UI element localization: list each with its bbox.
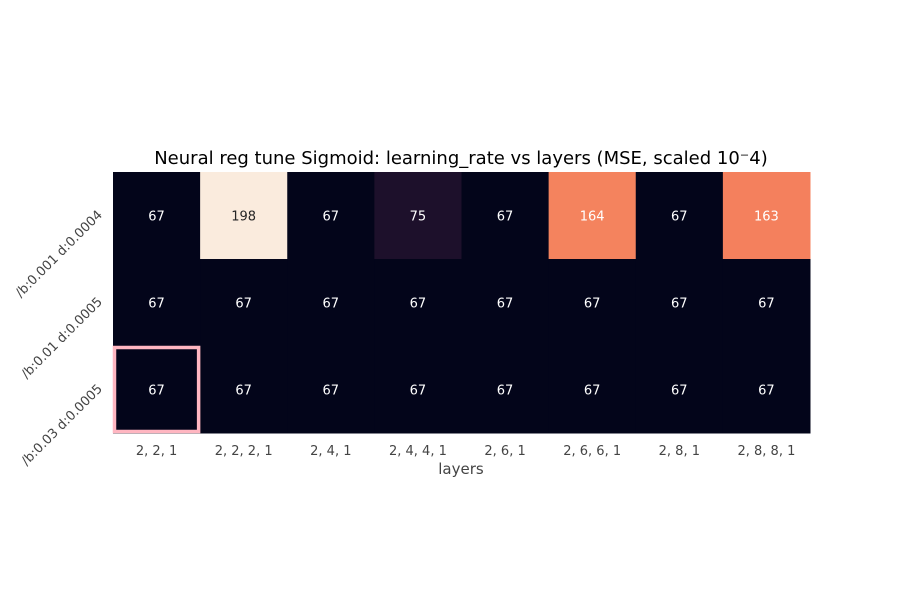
heatmap-cell <box>548 172 637 260</box>
cell-value-label: 198 <box>231 210 256 225</box>
cell-value-label: 67 <box>584 384 601 399</box>
x-tick-label: 2, 2, 2, 1 <box>215 444 273 459</box>
heatmap-cell <box>200 172 288 260</box>
y-tick-labels: /b:0.001 d:0.0004/b:0.01 d:0.0005/b:0.03… <box>13 208 106 469</box>
heatmap-cell <box>722 172 811 260</box>
heatmap-cells <box>113 172 811 434</box>
y-tick-label: /b:0.01 d:0.0005 <box>19 295 106 382</box>
cell-value-label: 67 <box>410 384 427 399</box>
x-tick-label: 2, 4, 4, 1 <box>389 444 447 459</box>
cell-value-label: 163 <box>754 210 779 225</box>
heatmap-cell <box>461 346 550 434</box>
heatmap-cell <box>635 346 724 434</box>
cell-value-label: 67 <box>323 210 340 225</box>
x-tick-label: 2, 6, 6, 1 <box>563 444 621 459</box>
cell-value-label: 75 <box>410 210 427 225</box>
y-tick-label: /b:0.03 d:0.0005 <box>19 382 106 469</box>
heatmap-cell-labels: 67 198 67 75 67 164 67 163 67 67 67 67 67 67 67 67 67 67 6… <box>148 210 779 399</box>
heatmap-cell <box>722 346 811 434</box>
heatmap-cell <box>287 172 375 260</box>
cell-value-label: 164 <box>580 210 605 225</box>
cell-value-label: 67 <box>671 384 688 399</box>
heatmap-cell <box>635 172 724 260</box>
cell-value-label: 67 <box>497 210 514 225</box>
heatmap-cell <box>548 346 637 434</box>
heatmap-cell <box>374 259 462 347</box>
x-tick-label: 2, 4, 1 <box>310 444 351 459</box>
x-tick-label: 2, 8, 1 <box>659 444 700 459</box>
heatmap-cell <box>548 259 637 347</box>
y-tick-label: /b:0.001 d:0.0004 <box>13 208 106 301</box>
cell-value-label: 67 <box>671 297 688 312</box>
cell-value-label: 67 <box>671 210 688 225</box>
heatmap-cell <box>722 259 811 347</box>
heatmap-cell <box>287 259 375 347</box>
cell-value-label: 67 <box>148 384 165 399</box>
highlight-box <box>112 345 201 434</box>
cell-value-label: 67 <box>148 210 165 225</box>
heatmap-cell <box>113 172 201 260</box>
heatmap-cell <box>287 346 375 434</box>
cell-value-label: 67 <box>235 297 252 312</box>
heatmap-cell <box>200 346 288 434</box>
x-tick-label: 2, 2, 1 <box>136 444 177 459</box>
heatmap-cell <box>200 259 288 347</box>
heatmap-cell <box>374 172 462 260</box>
heatmap-cell <box>461 172 550 260</box>
cell-value-label: 67 <box>497 297 514 312</box>
cell-value-label: 67 <box>758 384 775 399</box>
heatmap-cell <box>113 259 201 347</box>
heatmap-cell <box>374 346 462 434</box>
cell-value-label: 67 <box>410 297 427 312</box>
chart-title: Neural reg tune Sigmoid: learning_rate v… <box>154 148 768 169</box>
cell-value-label: 67 <box>758 297 775 312</box>
cell-value-label: 67 <box>584 297 601 312</box>
heatmap-cell <box>461 259 550 347</box>
x-axis-label: layers <box>438 460 484 478</box>
x-tick-labels: 2, 2, 1 2, 2, 2, 1 2, 4, 1 2, 4, 4, 1 2, 6, … <box>136 444 795 459</box>
cell-value-label: 67 <box>148 297 165 312</box>
heatmap-cell <box>635 259 724 347</box>
cell-value-label: 67 <box>235 384 252 399</box>
cell-value-label: 67 <box>323 384 340 399</box>
x-tick-label: 2, 8, 8, 1 <box>737 444 795 459</box>
heatmap-cell <box>113 346 201 434</box>
cell-value-label: 67 <box>323 297 340 312</box>
x-tick-label: 2, 6, 1 <box>484 444 525 459</box>
cell-value-label: 67 <box>497 384 514 399</box>
